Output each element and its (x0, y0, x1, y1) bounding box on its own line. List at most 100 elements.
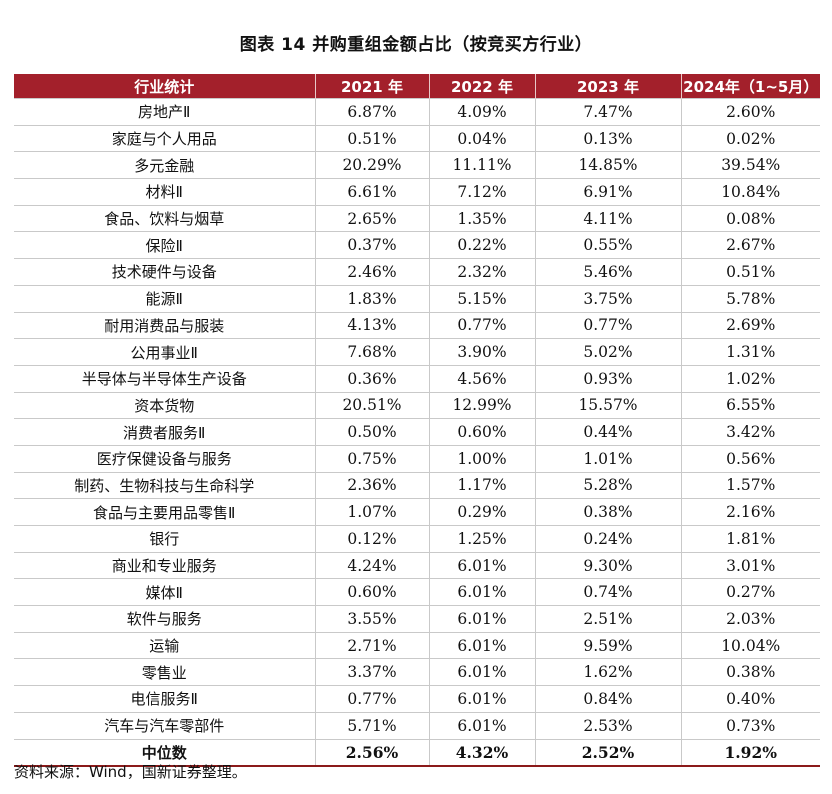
value-2024: 3.01% (680, 551, 820, 580)
table-row: 制药、生物科技与生命科学 2.36% 1.17% 5.28% 1.57% (14, 471, 820, 500)
value-2024: 2.16% (680, 498, 820, 526)
value-2022: 3.90% (428, 338, 536, 366)
header-2021: 2021 年 (314, 74, 429, 99)
industry-cell: 医疗保健设备与服务 (14, 444, 316, 473)
value-2022: 6.01% (428, 631, 536, 660)
value-2022: 6.01% (428, 658, 536, 687)
industry-cell: 家庭与个人用品 (14, 124, 316, 153)
value-2023: 9.59% (534, 631, 682, 660)
value-2023: 0.13% (534, 124, 682, 153)
industry-cell: 银行 (14, 525, 316, 553)
header-2022: 2022 年 (428, 74, 535, 99)
value-2021: 6.61% (314, 178, 430, 206)
median-value-2021: 2.56% (314, 738, 430, 767)
industry-cell: 多元金融 (14, 151, 316, 180)
value-2024: 2.67% (680, 231, 820, 260)
industry-cell: 公用事业Ⅱ (14, 338, 316, 366)
value-2023: 7.47% (534, 98, 682, 126)
value-2021: 3.37% (314, 658, 430, 687)
value-2023: 0.55% (534, 231, 682, 260)
value-2024: 6.55% (680, 391, 820, 420)
value-2023: 0.24% (534, 525, 682, 553)
value-2022: 7.12% (428, 178, 536, 206)
table-row: 公用事业Ⅱ 7.68% 3.90% 5.02% 1.31% (14, 338, 820, 366)
industry-cell: 技术硬件与设备 (14, 258, 316, 286)
value-2024: 1.02% (680, 364, 820, 393)
value-2021: 20.29% (314, 151, 430, 180)
value-2021: 1.83% (314, 284, 430, 313)
value-2022: 1.25% (428, 525, 536, 553)
value-2023: 14.85% (534, 151, 682, 180)
value-2021: 0.37% (314, 231, 430, 260)
table-row: 医疗保健设备与服务 0.75% 1.00% 1.01% 0.56% (14, 444, 820, 473)
value-2023: 0.74% (534, 578, 682, 607)
industry-cell: 食品与主要用品零售Ⅱ (14, 498, 316, 526)
value-2021: 2.36% (314, 471, 430, 500)
value-2024: 0.51% (680, 258, 820, 286)
value-2024: 0.40% (680, 685, 820, 713)
median-row: 中位数 2.56% 4.32% 2.52% 1.92% (14, 738, 820, 767)
value-2024: 5.78% (680, 284, 820, 313)
value-2021: 2.46% (314, 258, 430, 286)
value-2023: 5.28% (534, 471, 682, 500)
value-2024: 39.54% (680, 151, 820, 180)
value-2023: 5.02% (534, 338, 682, 366)
ma-share-table: 行业统计 2021 年 2022 年 2023 年 2024年（1~5月） 房地… (14, 74, 820, 768)
value-2024: 1.57% (680, 471, 820, 500)
value-2021: 4.24% (314, 551, 430, 580)
value-2023: 1.62% (534, 658, 682, 687)
industry-cell: 房地产Ⅱ (14, 98, 316, 126)
value-2022: 6.01% (428, 605, 536, 633)
value-2022: 6.01% (428, 685, 536, 713)
industry-cell: 电信服务Ⅱ (14, 685, 316, 713)
table-row: 软件与服务 3.55% 6.01% 2.51% 2.03% (14, 605, 820, 633)
value-2023: 0.84% (534, 685, 682, 713)
value-2024: 2.69% (680, 311, 820, 340)
value-2023: 9.30% (534, 551, 682, 580)
value-2021: 0.77% (314, 685, 430, 713)
value-2022: 4.56% (428, 364, 536, 393)
value-2023: 4.11% (534, 204, 682, 233)
value-2021: 5.71% (314, 711, 430, 740)
value-2021: 0.12% (314, 525, 430, 553)
table-row: 食品与主要用品零售Ⅱ 1.07% 0.29% 0.38% 2.16% (14, 498, 820, 526)
value-2023: 5.46% (534, 258, 682, 286)
value-2021: 6.87% (314, 98, 430, 126)
value-2023: 6.91% (534, 178, 682, 206)
median-value-2022: 4.32% (428, 738, 536, 767)
value-2021: 0.50% (314, 418, 430, 446)
value-2024: 0.73% (680, 711, 820, 740)
table-row: 消费者服务Ⅱ 0.50% 0.60% 0.44% 3.42% (14, 418, 820, 446)
industry-cell: 能源Ⅱ (14, 284, 316, 313)
table-row: 电信服务Ⅱ 0.77% 6.01% 0.84% 0.40% (14, 685, 820, 713)
value-2024: 0.56% (680, 444, 820, 473)
industry-cell: 媒体Ⅱ (14, 578, 316, 607)
value-2022: 1.17% (428, 471, 536, 500)
table-row: 能源Ⅱ 1.83% 5.15% 3.75% 5.78% (14, 284, 820, 313)
table-row: 保险Ⅱ 0.37% 0.22% 0.55% 2.67% (14, 231, 820, 260)
value-2022: 0.77% (428, 311, 536, 340)
median-value-2024: 1.92% (680, 738, 820, 767)
value-2023: 15.57% (534, 391, 682, 420)
industry-cell: 资本货物 (14, 391, 316, 420)
value-2022: 0.22% (428, 231, 536, 260)
table-row: 房地产Ⅱ 6.87% 4.09% 7.47% 2.60% (14, 98, 820, 126)
value-2022: 6.01% (428, 578, 536, 607)
value-2021: 20.51% (314, 391, 430, 420)
value-2022: 0.29% (428, 498, 536, 526)
industry-cell: 保险Ⅱ (14, 231, 316, 260)
median-value-2023: 2.52% (534, 738, 682, 767)
value-2022: 11.11% (428, 151, 536, 180)
value-2022: 2.32% (428, 258, 536, 286)
value-2024: 0.27% (680, 578, 820, 607)
median-label: 中位数 (14, 738, 316, 767)
header-2023: 2023 年 (534, 74, 681, 99)
value-2022: 4.09% (428, 98, 536, 126)
industry-cell: 运输 (14, 631, 316, 660)
value-2021: 4.13% (314, 311, 430, 340)
header-industry: 行业统计 (14, 74, 315, 99)
table-row: 技术硬件与设备 2.46% 2.32% 5.46% 0.51% (14, 258, 820, 286)
table-row: 银行 0.12% 1.25% 0.24% 1.81% (14, 525, 820, 553)
value-2022: 1.35% (428, 204, 536, 233)
value-2021: 1.07% (314, 498, 430, 526)
